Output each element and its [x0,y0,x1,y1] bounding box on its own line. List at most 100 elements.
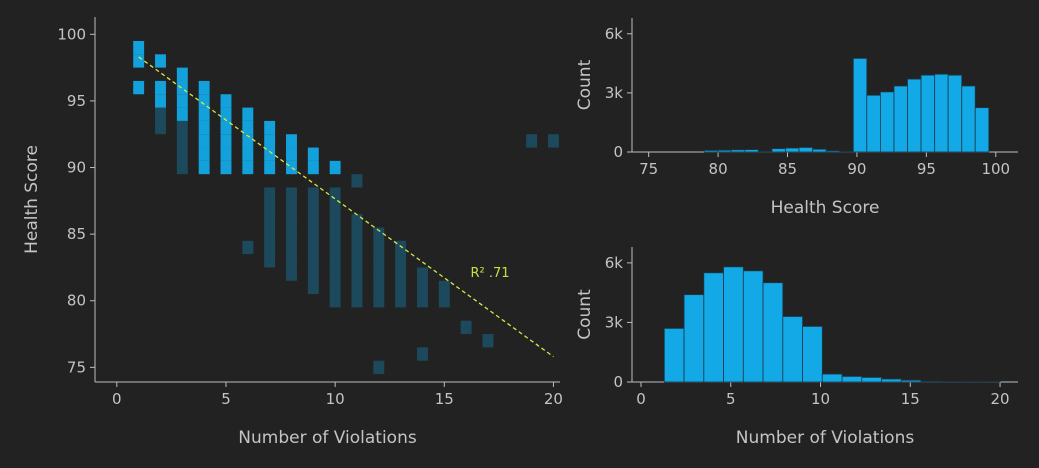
dense-point [264,160,276,175]
sparse-point [373,280,385,295]
histogram-bar [961,85,976,153]
sparse-point [155,120,166,135]
histogram-bar [812,148,827,153]
dense-point [133,54,145,68]
sparse-point [373,294,385,308]
sparse-point [307,214,319,228]
dense-point [242,107,254,121]
histogram-bar [880,91,895,153]
histogram-bar [881,378,902,383]
sparse-point [373,240,385,255]
sparse-point [286,187,297,201]
sparse-point [482,334,494,348]
histogram-bar [703,150,719,153]
sparse-point [329,240,341,255]
sparse-point [176,134,188,148]
x-tick-label: 80 [709,160,728,178]
x-axis-label: Number of Violations [736,428,915,448]
dense-point [198,120,210,135]
sparse-point [286,254,297,268]
histogram-bar [683,294,705,383]
x-tick-label: 5 [726,390,736,408]
sparse-point [351,240,363,255]
dense-point [176,80,188,95]
x-tick-label: 15 [901,390,920,408]
dense-point [307,160,319,175]
dense-point [220,147,232,161]
histogram-bar [723,266,744,383]
y-tick-label: 3k [605,84,624,102]
histogram-bar [907,78,922,153]
sparse-point [329,267,341,281]
sparse-point [373,254,385,268]
sparse-point [395,240,407,255]
trend-line [138,56,554,358]
histogram-bar [825,150,841,153]
y-tick-label: 6k [605,254,624,272]
histogram-bar [663,327,685,383]
histogram-bar [893,85,908,153]
sparse-point [329,227,341,241]
x-tick-label: 95 [917,160,936,178]
dense-point [264,134,276,148]
y-tick-label: 0 [613,373,623,391]
y-tick-label: 0 [613,143,623,161]
sparse-point [329,187,341,201]
y-tick-label: 3k [605,313,624,331]
dense-point [198,80,210,95]
dense-point [176,94,188,108]
sparse-point [438,280,450,295]
x-tick-label: 90 [847,160,866,178]
sparse-point [351,214,363,228]
x-tick-label: 85 [778,160,797,178]
dense-point [264,120,276,135]
sparse-point [286,214,297,228]
x-tick-label: 75 [639,160,658,178]
sparse-point [176,120,188,135]
dense-point [155,54,166,68]
sparse-point [351,174,363,188]
dense-point [242,120,254,135]
histogram-bar [934,73,949,153]
x-tick-label: 100 [981,160,1010,178]
sparse-point [307,267,319,281]
sparse-point [373,360,385,375]
dense-point [242,134,254,148]
x-tick-label: 20 [990,390,1009,408]
sparse-point [329,200,341,215]
sparse-point [264,254,276,268]
x-tick-label: 15 [435,390,454,408]
histogram-bar [762,282,784,383]
sparse-point [351,280,363,295]
dense-point [220,134,232,148]
sparse-point [373,267,385,281]
dense-point [133,80,145,95]
histogram-bar [866,94,881,153]
sparse-point [286,267,297,281]
sparse-point [329,254,341,268]
dense-point [220,107,232,121]
sparse-point [264,200,276,215]
sparse-point [417,280,428,295]
sparse-point [395,280,407,295]
histogram-bar [785,147,800,153]
y-axis-label: Count [575,289,595,340]
dense-point [198,134,210,148]
sparse-point [286,240,297,255]
sparse-point [329,280,341,295]
histogram-bar [730,149,746,153]
sparse-point [351,227,363,241]
sparse-point [307,240,319,255]
sparse-point [307,200,319,215]
x-tick-label: 0 [636,390,646,408]
sparse-point [176,160,188,175]
sparse-point [351,254,363,268]
sparse-point [351,294,363,308]
histogram-bar [757,150,773,153]
sparse-point [547,134,559,148]
histogram-bar [798,147,814,153]
dense-point [286,147,297,161]
histogram-bar [974,107,990,153]
